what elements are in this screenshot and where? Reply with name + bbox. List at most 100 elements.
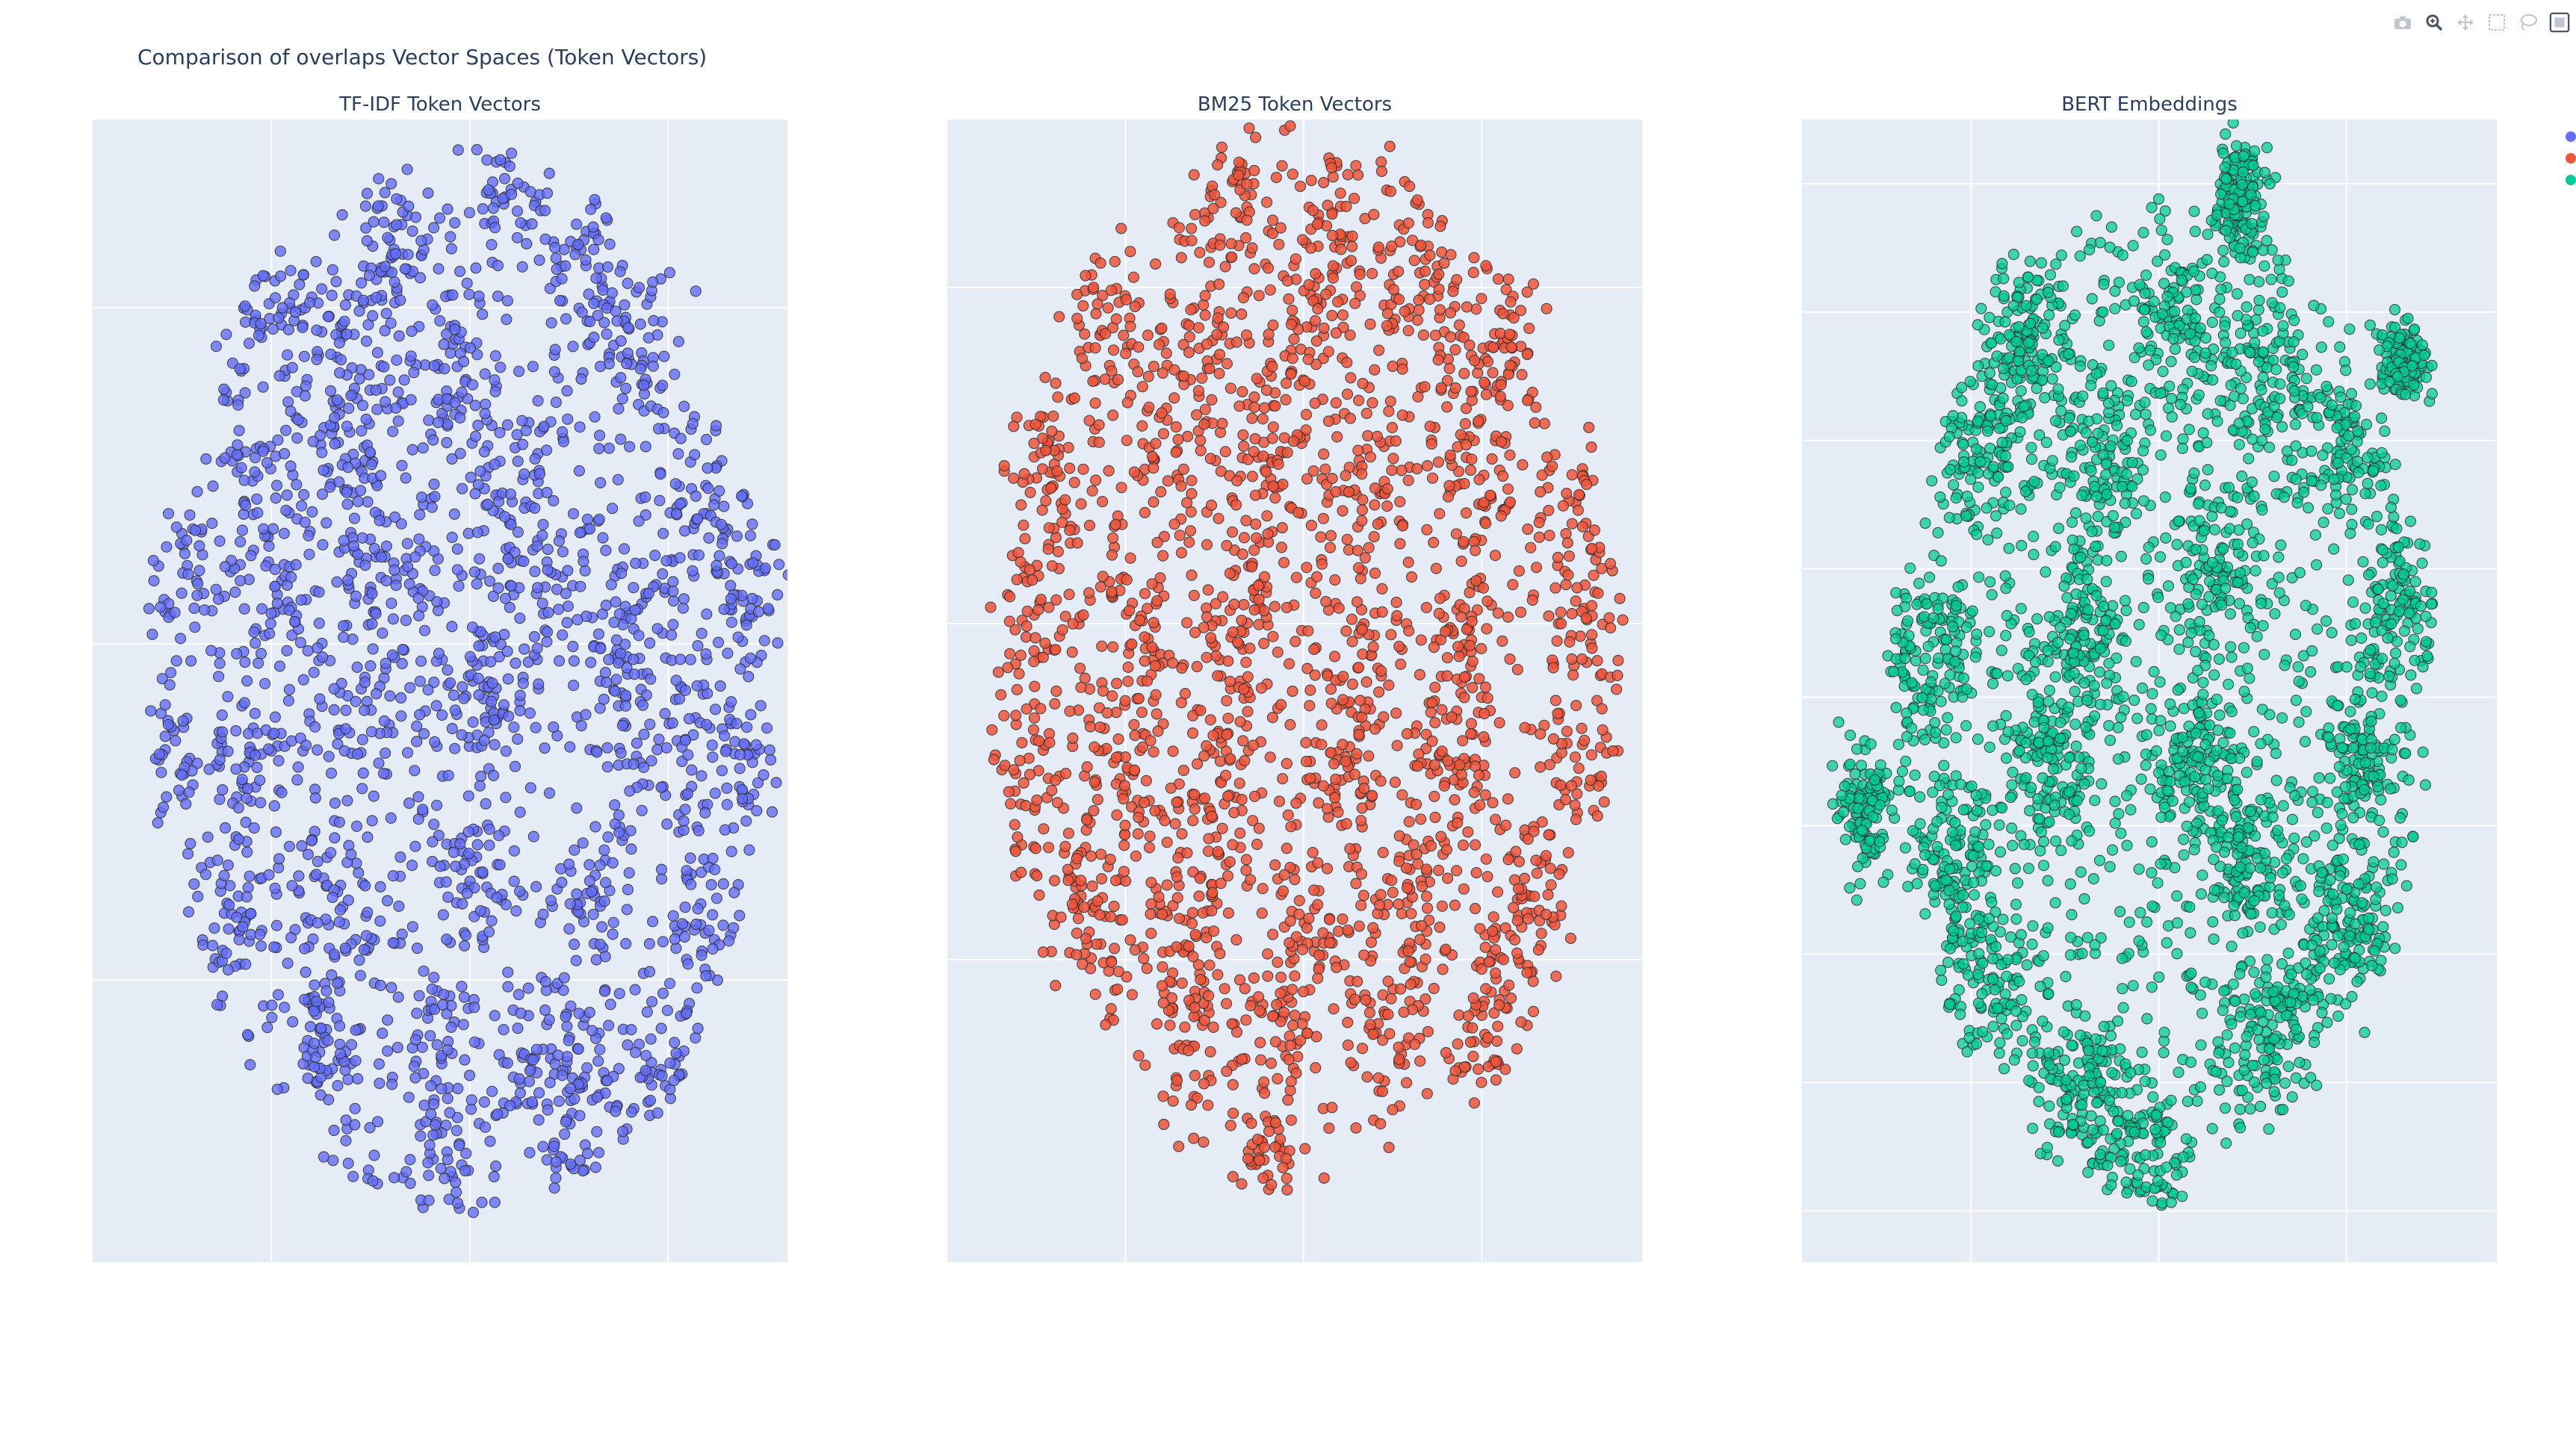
scatter-point (683, 713, 696, 725)
scatter-point (1198, 792, 1211, 804)
scatter-point (474, 904, 486, 917)
scatter-point (623, 441, 636, 453)
scatter-point (1214, 239, 1226, 251)
scatter-point (1062, 875, 1074, 887)
scatter-point (1231, 475, 1243, 487)
scatter-point (402, 249, 414, 261)
scatter-point (1349, 769, 1361, 780)
scatter-point (1201, 338, 1213, 350)
scatter-point (621, 358, 633, 370)
scatter-point (1476, 293, 1487, 305)
scatter-point (1032, 735, 1045, 747)
scatter-point (486, 239, 498, 251)
scatter-point (332, 1079, 344, 1092)
scatter-point (647, 276, 659, 288)
scatter-point (1095, 848, 1107, 860)
scatter-point (1544, 530, 1555, 541)
scatter-point (1008, 420, 1020, 432)
scatter-point (1202, 845, 1215, 857)
scatter-point (1263, 1126, 1275, 1137)
scatter-point (1250, 532, 1263, 544)
scatter-point (764, 744, 775, 756)
scatter-point (214, 793, 226, 805)
scatter-point (531, 582, 544, 594)
scatter-point (271, 597, 283, 609)
scatter-point (280, 504, 292, 517)
scatter-point (462, 790, 474, 802)
scatter-point (326, 891, 338, 904)
scatter-point (609, 799, 621, 811)
scatter-point (257, 445, 269, 457)
scatter-point (409, 840, 421, 852)
scatter-point (599, 666, 612, 679)
scatter-point (1018, 468, 1030, 479)
scatter-point (387, 937, 399, 949)
scatter-point (1474, 799, 1486, 811)
scatter-point (1312, 972, 1324, 984)
scatter-point (1443, 362, 1455, 375)
scatter-point (477, 308, 489, 320)
scatter-point (1290, 797, 1302, 810)
scatter-point (1133, 614, 1146, 627)
scatter-point (564, 898, 576, 910)
scatter-point (1119, 819, 1131, 831)
scatter-point (686, 764, 698, 776)
scatter-point (2241, 766, 2253, 778)
scatter-point (378, 217, 390, 229)
scatter-point (299, 516, 311, 528)
scatter-point (769, 538, 781, 551)
scatter-point (314, 693, 326, 705)
scatter-point (514, 1087, 527, 1099)
scatter-point (638, 728, 650, 740)
scatter-point (1189, 803, 1201, 815)
scatter-point (1468, 355, 1481, 367)
scatter-point (713, 485, 725, 497)
scatter-point (428, 478, 440, 491)
scatter-point (1564, 932, 1576, 945)
scatter-point (1301, 662, 1313, 674)
scatter-point (281, 645, 293, 656)
scatter-point (556, 273, 568, 285)
scatter-point (1183, 1045, 1195, 1057)
scatter-point (217, 394, 229, 406)
scatter-point (1326, 229, 1339, 241)
scatter-point (400, 614, 412, 627)
scatter-point (1120, 347, 1132, 359)
scatter-point (640, 1049, 652, 1061)
scatter-point (250, 637, 261, 649)
scatter-point (1479, 376, 1490, 388)
scatter-point (232, 834, 245, 845)
scatter-point (403, 797, 415, 810)
scatter-point (1245, 1117, 1257, 1129)
scatter-point (191, 485, 203, 497)
scatter-point (156, 673, 168, 685)
scatter-point (1262, 948, 1274, 960)
scatter-point (536, 530, 548, 541)
scatter-point (453, 265, 466, 277)
scatter-point (703, 925, 715, 937)
scatter-point (1201, 739, 1213, 752)
scatter-point (391, 1041, 403, 1054)
scatter-point (1552, 707, 1564, 720)
scatter-point (1376, 1085, 1389, 1098)
scatter-point (1458, 883, 1470, 895)
scatter-point (569, 1093, 580, 1105)
scatter-point (1359, 552, 1371, 564)
scatter-point (309, 792, 321, 804)
scatter-point (1452, 641, 1464, 653)
scatter-point (667, 586, 679, 597)
scatter-point (666, 629, 678, 641)
scatter-point (548, 494, 560, 507)
scatter-point (1181, 430, 1194, 443)
scatter-point (1020, 799, 1032, 812)
scatter-point (2000, 710, 2012, 722)
scatter-point (261, 1021, 273, 1034)
scatter-point (1269, 1117, 1282, 1129)
scatter-point (491, 892, 503, 904)
scatter-point (333, 916, 345, 928)
scatter-point (169, 606, 181, 618)
scatter-point (285, 931, 297, 944)
scatter-point (1304, 700, 1316, 712)
scatter-point (1410, 798, 1422, 810)
scatter-point (1227, 839, 1239, 851)
